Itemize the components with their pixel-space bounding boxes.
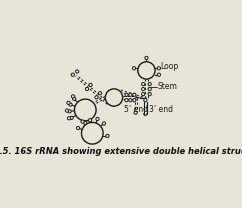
Circle shape bbox=[129, 99, 132, 102]
Circle shape bbox=[84, 121, 87, 125]
Circle shape bbox=[142, 88, 145, 91]
Circle shape bbox=[67, 101, 70, 104]
Circle shape bbox=[144, 99, 147, 102]
Circle shape bbox=[70, 116, 73, 119]
Circle shape bbox=[148, 93, 151, 96]
Circle shape bbox=[132, 67, 136, 70]
Circle shape bbox=[98, 92, 102, 95]
Circle shape bbox=[142, 93, 145, 96]
Circle shape bbox=[71, 95, 75, 98]
Circle shape bbox=[148, 88, 151, 91]
Circle shape bbox=[82, 123, 103, 144]
Circle shape bbox=[95, 96, 98, 99]
Circle shape bbox=[81, 120, 84, 123]
Circle shape bbox=[67, 117, 71, 120]
Circle shape bbox=[157, 73, 160, 76]
Text: 5’ end: 5’ end bbox=[124, 105, 148, 114]
Text: 3’ end: 3’ end bbox=[149, 105, 173, 114]
Circle shape bbox=[142, 83, 145, 86]
Circle shape bbox=[71, 73, 75, 76]
Circle shape bbox=[157, 67, 160, 70]
Circle shape bbox=[106, 134, 109, 137]
Circle shape bbox=[75, 99, 96, 121]
Circle shape bbox=[89, 83, 92, 87]
Circle shape bbox=[96, 117, 99, 121]
Circle shape bbox=[133, 99, 136, 102]
Text: Loop: Loop bbox=[160, 62, 178, 71]
Circle shape bbox=[73, 97, 76, 100]
Circle shape bbox=[134, 111, 137, 114]
Circle shape bbox=[138, 62, 155, 79]
Circle shape bbox=[69, 103, 72, 106]
Circle shape bbox=[65, 109, 69, 112]
Circle shape bbox=[148, 83, 151, 86]
Circle shape bbox=[76, 126, 80, 130]
Circle shape bbox=[125, 99, 128, 102]
Circle shape bbox=[68, 110, 71, 113]
Text: Fig. 7.5. 16S rRNA showing extensive double helical structure.: Fig. 7.5. 16S rRNA showing extensive dou… bbox=[0, 147, 242, 156]
Circle shape bbox=[85, 87, 89, 91]
Circle shape bbox=[133, 93, 136, 97]
Text: Stem: Stem bbox=[158, 82, 178, 91]
Circle shape bbox=[125, 93, 128, 97]
Circle shape bbox=[145, 56, 148, 60]
Circle shape bbox=[105, 89, 123, 106]
Circle shape bbox=[89, 119, 92, 122]
Circle shape bbox=[102, 122, 106, 125]
Circle shape bbox=[76, 70, 79, 73]
Circle shape bbox=[129, 93, 132, 97]
